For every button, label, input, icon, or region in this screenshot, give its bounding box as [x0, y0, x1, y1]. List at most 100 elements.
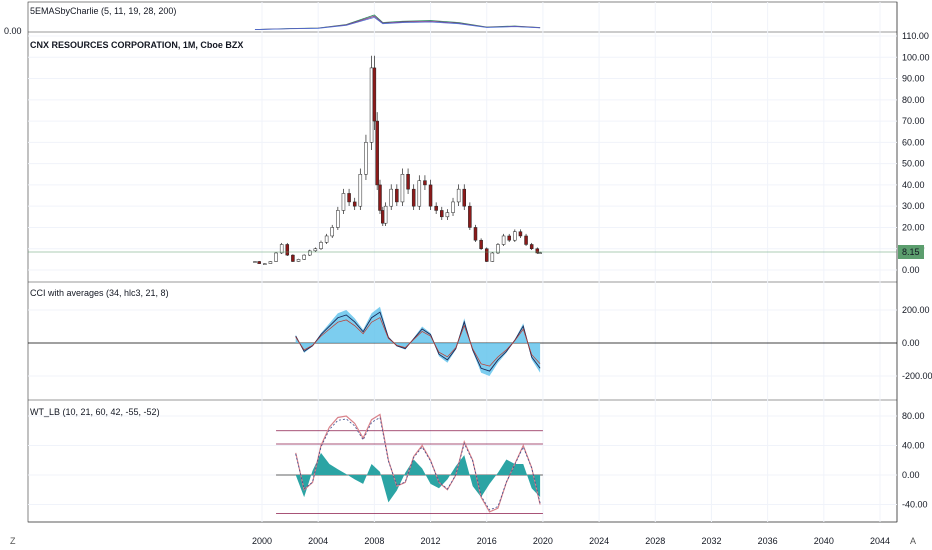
candle-body [538, 252, 542, 254]
price-tick-label: 60.00 [902, 137, 925, 147]
price-tick-label: 80.00 [902, 95, 925, 105]
candle-body [336, 210, 340, 228]
cci-signal-line [295, 317, 541, 367]
candle-body [490, 252, 495, 262]
price-tick-label: 50.00 [902, 159, 925, 169]
candle-body [383, 205, 388, 224]
candle-body [274, 252, 278, 262]
candle-body [468, 205, 472, 228]
candle-body [507, 235, 511, 241]
wt-pane-title[interactable]: WT_LB (10, 21, 60, 42, -55, -52) [30, 407, 160, 417]
cci-pane-title[interactable]: CCI with averages (34, hlc3, 21, 8) [30, 288, 169, 298]
wt-axis[interactable]: 80.00 40.00 0.00 -40.00 [902, 411, 928, 510]
wt-tick-label: 0.00 [902, 470, 920, 480]
ema-lines [254, 14, 541, 30]
ema-left-value: 0.00 [4, 26, 22, 36]
time-tick-label: 2016 [477, 536, 497, 546]
candle-body [257, 261, 261, 264]
candle-body [423, 180, 427, 186]
chart-frame [27, 1, 898, 523]
price-tick-label: 110.00 [902, 31, 929, 41]
candle-body [524, 235, 528, 245]
candle-body [358, 174, 363, 207]
candle-body [496, 244, 500, 254]
candle-body [291, 254, 295, 262]
time-tick-label: 2044 [870, 536, 890, 546]
candle-body [279, 244, 284, 254]
wt-tick-label: 40.00 [902, 441, 925, 451]
time-tick-label: 2040 [814, 536, 834, 546]
candle-body [434, 205, 438, 211]
cci-tick-label: -200.00 [902, 371, 932, 381]
candle-body [440, 210, 444, 218]
candle-body [324, 235, 329, 243]
ema-pane[interactable]: 5EMASbyCharlie (5, 11, 19, 28, 200) 0.00 [4, 6, 541, 36]
price-tick-label: 90.00 [902, 74, 925, 84]
candle-body [462, 188, 467, 207]
time-tick-label: 2012 [421, 536, 441, 546]
cci-axis[interactable]: 200.00 0.00 -200.00 [902, 305, 932, 381]
time-tick-label: 2020 [533, 536, 553, 546]
cci-average-line [295, 311, 541, 372]
candle-body [381, 210, 385, 224]
candle-body [253, 261, 257, 263]
time-tick-label: 2000 [252, 536, 272, 546]
time-tick-label: 2024 [589, 536, 609, 546]
candle-body [445, 212, 450, 218]
candle-body [473, 227, 478, 241]
price-axis[interactable]: 110.00 100.00 90.00 80.00 70.00 60.00 50.00 40.… [902, 31, 930, 275]
wt-line-2 [295, 416, 541, 511]
candle-body [513, 231, 517, 241]
price-pane-title[interactable]: CNX RESOURCES CORPORATION, 1M, Cboe BZX [30, 40, 243, 50]
price-pane[interactable]: CNX RESOURCES CORPORATION, 1M, Cboe BZX … [28, 31, 930, 275]
price-tick-label: 30.00 [902, 201, 925, 211]
candle-body [375, 120, 379, 186]
candle-body [535, 248, 540, 254]
time-tick-label: 2004 [308, 536, 328, 546]
ema-line [254, 16, 541, 30]
wt-pane[interactable]: WT_LB (10, 21, 60, 42, -55, -52) 80.00 40… [30, 407, 928, 514]
candle-body [330, 227, 334, 237]
cci-tick-label: 200.00 [902, 305, 930, 315]
candle-body [302, 254, 306, 260]
last-price-label: 8.15 [902, 247, 920, 257]
candle-body [518, 231, 523, 237]
price-tick-label: 40.00 [902, 180, 925, 190]
price-tick-label: 100.00 [902, 52, 930, 62]
candle-body [529, 244, 534, 249]
time-tick-label: 2008 [364, 536, 384, 546]
candle-body [411, 188, 416, 207]
candle-body [417, 180, 422, 207]
candle-body [484, 248, 489, 262]
price-tick-label: 0.00 [902, 265, 920, 275]
ema-pane-title[interactable]: 5EMASbyCharlie (5, 11, 19, 28, 200) [30, 6, 176, 16]
cci-histogram [295, 306, 541, 376]
price-tick-label: 20.00 [902, 222, 925, 232]
wt-line-1 [295, 413, 541, 513]
reset-zoom-button[interactable]: Z [10, 536, 16, 546]
candle-body [364, 142, 368, 175]
candle-body [389, 188, 393, 207]
candle-body [378, 184, 382, 211]
time-axis[interactable]: 2000 2004 2008 2012 2016 2020 2024 2028 2032 2036… [252, 536, 890, 546]
candle-body [347, 193, 351, 203]
candle-body [369, 67, 374, 143]
time-tick-label: 2028 [645, 536, 665, 546]
grid-lines [28, 2, 897, 522]
candle-body [479, 239, 483, 249]
candle-body [400, 174, 405, 203]
candle-body [285, 244, 290, 256]
cci-pane[interactable]: CCI with averages (34, hlc3, 21, 8) 200.… [28, 288, 932, 381]
candle-body [352, 201, 357, 207]
time-tick-label: 2032 [701, 536, 721, 546]
candle-body [428, 184, 433, 207]
candle-body [451, 201, 455, 213]
candle-body [319, 242, 323, 249]
wt-histogram [295, 452, 541, 503]
wt-tick-label: 80.00 [902, 411, 925, 421]
candle-body [263, 263, 267, 265]
auto-scale-button[interactable]: A [910, 536, 916, 546]
wt-tick-label: -40.00 [902, 500, 928, 510]
candle-body [341, 193, 346, 211]
